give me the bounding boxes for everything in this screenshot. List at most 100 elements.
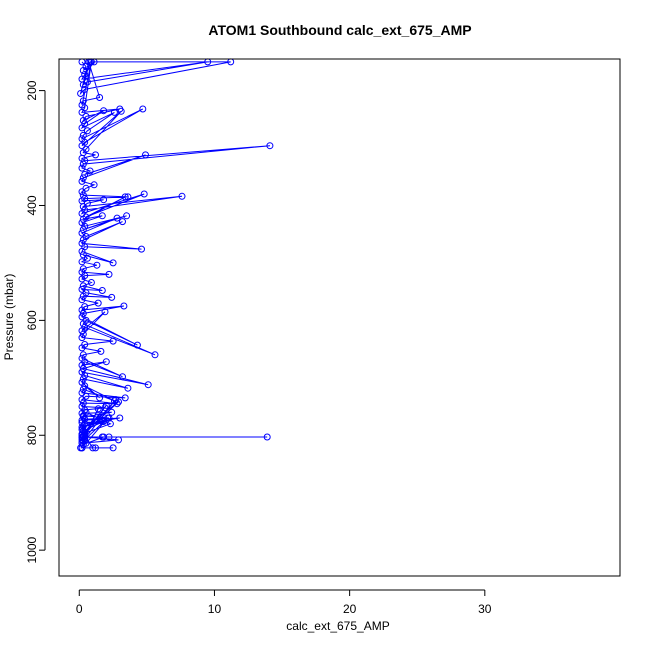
data-point: [98, 433, 106, 441]
data-point: [109, 444, 117, 452]
data-point: [78, 285, 86, 293]
x-tick-label: 30: [478, 602, 492, 616]
data-point: [79, 292, 87, 300]
data-point: [79, 399, 87, 407]
data-point: [79, 351, 87, 359]
data-point: [89, 444, 97, 452]
plot-frame: [58, 58, 621, 577]
data-point: [79, 226, 87, 234]
data-point: [82, 184, 90, 192]
data-point: [79, 310, 87, 317]
data-point: [78, 229, 86, 237]
data-point: [140, 190, 148, 198]
x-tick-label: 0: [76, 602, 83, 616]
data-point: [133, 341, 141, 349]
data-point: [121, 394, 129, 402]
data-point: [178, 192, 186, 200]
data-point: [94, 299, 102, 307]
y-tick-label: 1000: [25, 536, 39, 563]
data-point: [78, 258, 86, 266]
data-point: [79, 320, 87, 328]
data-point: [98, 418, 106, 425]
data-point: [98, 287, 106, 294]
data-point: [92, 444, 99, 452]
data-point: [266, 142, 274, 150]
data-point: [78, 247, 86, 255]
data-point: [78, 396, 86, 404]
data-point: [78, 142, 86, 150]
data-point: [79, 81, 87, 89]
data-point: [115, 436, 122, 444]
data-point: [113, 400, 121, 408]
data-point: [78, 296, 86, 304]
data-point: [79, 215, 87, 223]
y-tick-label: 400: [25, 195, 39, 215]
data-point: [101, 308, 109, 316]
data-point: [87, 279, 95, 286]
data-point: [77, 90, 85, 97]
data-point: [110, 108, 118, 116]
data-point: [109, 337, 117, 345]
data-point: [78, 334, 86, 342]
data-point: [121, 193, 129, 201]
data-point: [113, 214, 121, 222]
data-point: [86, 167, 94, 175]
data-point: [119, 373, 126, 381]
data-point: [117, 107, 125, 115]
y-tick-label: 600: [25, 310, 39, 330]
y-axis-label: Pressure (mbar): [2, 274, 16, 361]
data-point: [78, 313, 86, 321]
data-point: [151, 351, 159, 359]
data-layer: [77, 58, 274, 452]
data-point: [92, 151, 99, 159]
data-point: [79, 97, 87, 105]
x-tick-label: 10: [208, 602, 222, 616]
data-point: [119, 218, 126, 226]
y-tick-label: 200: [25, 80, 39, 100]
data-point: [78, 108, 86, 116]
data-point: [81, 157, 89, 165]
data-point: [78, 423, 86, 431]
data-point: [78, 275, 86, 283]
data-point: [105, 433, 113, 441]
data-point: [78, 439, 86, 447]
data-point: [144, 381, 152, 389]
data-point: [112, 396, 120, 404]
data-point: [79, 160, 87, 168]
data-point: [81, 222, 89, 230]
data-point: [81, 171, 89, 178]
chart-title: ATOM1 Southbound calc_ext_675_AMP: [208, 22, 471, 38]
data-point: [79, 375, 87, 383]
data-point: [104, 414, 112, 422]
data-point: [100, 196, 108, 204]
data-point: [116, 414, 124, 422]
data-point: [108, 408, 116, 416]
data-point: [79, 174, 87, 182]
data-point: [96, 394, 104, 402]
data-point: [263, 433, 271, 441]
data-point: [120, 302, 128, 310]
data-point: [79, 251, 87, 259]
data-point: [78, 344, 86, 352]
data-point: [97, 347, 105, 355]
data-point: [82, 392, 90, 400]
data-point: [79, 282, 87, 290]
data-point: [78, 361, 86, 369]
data-point: [102, 358, 110, 366]
series-line: [79, 60, 270, 449]
data-point: [124, 384, 132, 392]
axes-layer: 0 10 20 30 200 400 600 800 1000: [25, 80, 492, 616]
data-point: [124, 193, 132, 201]
data-point: [123, 212, 131, 220]
data-point: [105, 270, 113, 278]
x-axis-label: calc_ext_675_AMP: [286, 619, 389, 633]
data-point: [81, 372, 89, 379]
data-point: [78, 444, 86, 452]
data-point: [93, 261, 101, 269]
data-point: [78, 306, 86, 314]
data-point: [90, 181, 98, 189]
data-point: [79, 236, 87, 244]
data-point: [98, 212, 106, 220]
data-point: [79, 131, 87, 139]
